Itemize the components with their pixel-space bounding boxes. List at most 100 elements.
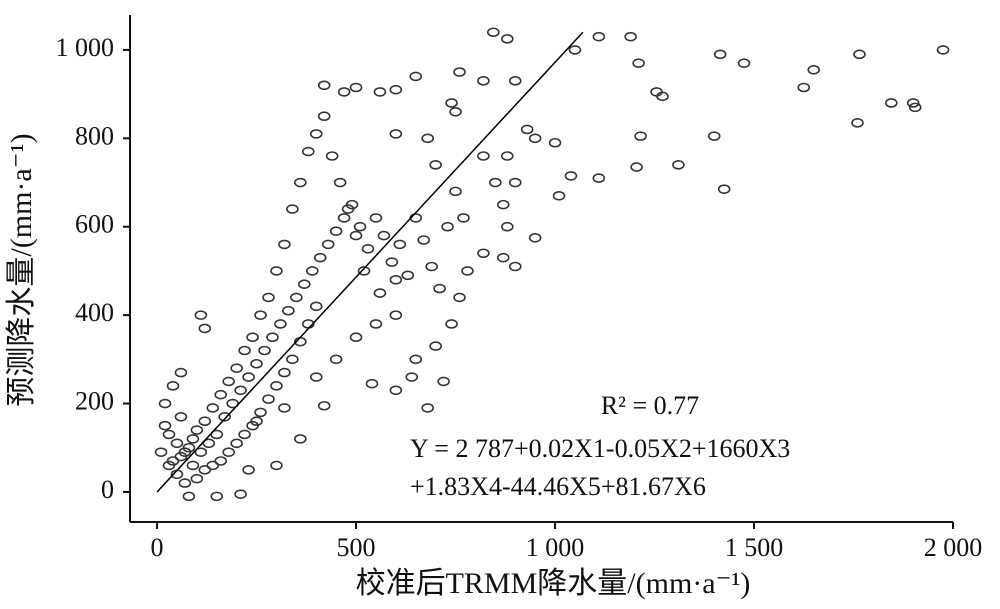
point (457, 213, 470, 223)
point (266, 332, 279, 343)
point (389, 310, 403, 320)
y-tick-label: 800 (75, 121, 114, 150)
point (496, 199, 510, 210)
point (477, 248, 490, 259)
point (634, 131, 647, 141)
point (282, 305, 295, 316)
point (508, 76, 522, 86)
point (389, 84, 403, 95)
point (389, 385, 403, 396)
point (274, 319, 287, 329)
point (270, 266, 283, 276)
point (238, 429, 251, 440)
y-axis-label: 预测降水量/(mm·a⁻¹) (5, 133, 38, 406)
point (345, 199, 359, 210)
point (713, 49, 727, 60)
point (445, 319, 458, 329)
point (170, 438, 184, 449)
point (290, 292, 303, 303)
point (333, 177, 347, 188)
point (317, 111, 331, 122)
point (162, 460, 176, 471)
x-tick-label: 1 000 (526, 533, 585, 562)
annotation: +1.83X4-44.46X5+81.67X6 (410, 472, 706, 501)
point (409, 354, 423, 365)
point (707, 131, 721, 141)
point (301, 146, 315, 157)
x-tick-label: 2 000 (924, 533, 983, 562)
point (246, 332, 259, 343)
point (158, 420, 172, 431)
point (461, 266, 474, 276)
y-tick-label: 200 (75, 387, 114, 416)
point (449, 107, 462, 117)
point (202, 438, 216, 449)
point (500, 221, 514, 232)
point (389, 274, 403, 285)
point (254, 407, 267, 418)
point (194, 310, 208, 320)
point (851, 118, 864, 128)
point (286, 354, 299, 365)
point (508, 177, 522, 188)
point (353, 221, 367, 232)
point (242, 372, 255, 382)
point (198, 465, 212, 475)
point (329, 226, 343, 236)
point (262, 292, 275, 303)
point (206, 403, 220, 413)
point (373, 288, 387, 298)
point (936, 45, 950, 55)
point (433, 283, 446, 294)
point (421, 133, 434, 144)
point (389, 129, 403, 139)
point (656, 91, 669, 102)
point (477, 76, 490, 86)
point (853, 49, 866, 60)
point (421, 403, 434, 413)
point (286, 204, 299, 214)
x-tick-label: 500 (337, 533, 376, 562)
point (329, 354, 343, 365)
point (672, 160, 685, 170)
point (737, 58, 751, 68)
point (377, 230, 391, 241)
point (258, 345, 271, 356)
point (321, 239, 335, 250)
point (186, 460, 200, 471)
point (453, 67, 466, 77)
point (254, 310, 267, 320)
point (262, 394, 275, 404)
point (182, 491, 196, 502)
point (349, 82, 363, 93)
point (520, 124, 534, 135)
point (174, 411, 188, 422)
point (564, 171, 578, 181)
point (385, 257, 399, 267)
point (309, 372, 323, 382)
point (270, 381, 283, 391)
point (500, 151, 514, 161)
point (365, 378, 379, 389)
point (278, 239, 291, 250)
point (230, 363, 243, 373)
point (186, 434, 200, 444)
point (508, 261, 522, 272)
point (568, 45, 582, 55)
point (278, 367, 291, 378)
point (592, 173, 606, 183)
fit-line (156, 31, 584, 493)
point (393, 239, 407, 250)
point (214, 389, 228, 400)
point (190, 425, 204, 435)
point (313, 252, 327, 263)
point (489, 177, 502, 188)
point (309, 301, 323, 312)
point (317, 80, 331, 91)
point (234, 385, 247, 396)
point (885, 98, 898, 108)
point (250, 358, 263, 369)
point (190, 473, 204, 484)
point (154, 447, 168, 457)
